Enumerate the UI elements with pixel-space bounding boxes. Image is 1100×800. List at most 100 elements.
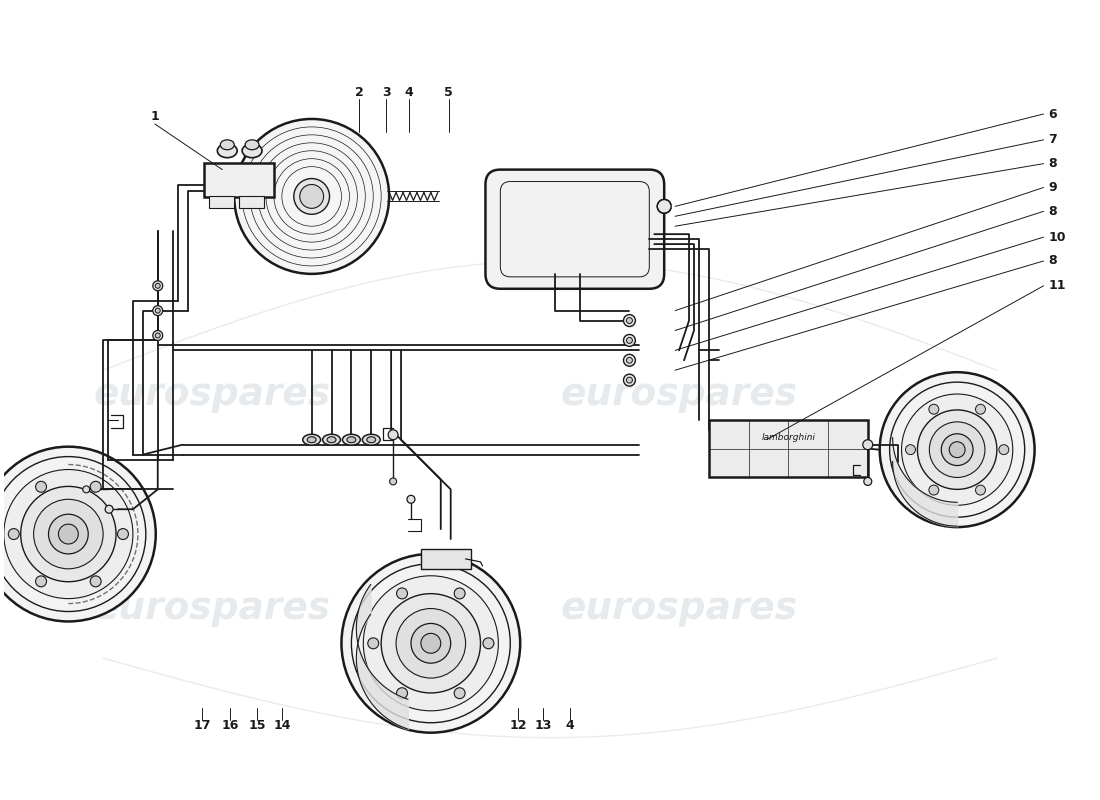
Circle shape	[976, 404, 986, 414]
Circle shape	[58, 524, 78, 544]
Ellipse shape	[346, 437, 356, 442]
Circle shape	[389, 478, 397, 485]
Ellipse shape	[342, 434, 361, 445]
Circle shape	[21, 486, 116, 582]
Text: 8: 8	[1048, 254, 1057, 267]
Text: 2: 2	[355, 86, 364, 98]
Ellipse shape	[302, 434, 320, 445]
Circle shape	[153, 330, 163, 341]
Circle shape	[153, 281, 163, 290]
Bar	[421, 549, 471, 569]
Circle shape	[627, 318, 632, 323]
Circle shape	[118, 529, 129, 539]
Text: 8: 8	[1048, 205, 1057, 218]
Circle shape	[928, 404, 938, 414]
Ellipse shape	[327, 437, 336, 442]
Circle shape	[34, 499, 103, 569]
Circle shape	[341, 554, 520, 733]
Circle shape	[624, 374, 636, 386]
Circle shape	[363, 576, 498, 711]
Circle shape	[624, 354, 636, 366]
Circle shape	[624, 314, 636, 326]
Bar	[209, 197, 234, 208]
Text: 17: 17	[194, 719, 211, 732]
Text: 4: 4	[405, 86, 414, 98]
Circle shape	[930, 422, 984, 478]
Text: eurospares: eurospares	[561, 377, 798, 413]
Circle shape	[905, 445, 915, 454]
Text: 4: 4	[565, 719, 574, 732]
Ellipse shape	[220, 140, 234, 150]
Circle shape	[880, 372, 1035, 527]
Circle shape	[627, 377, 632, 383]
Text: 14: 14	[273, 719, 290, 732]
Circle shape	[382, 594, 481, 693]
Circle shape	[862, 440, 872, 450]
Circle shape	[658, 199, 671, 214]
Circle shape	[9, 529, 19, 539]
Ellipse shape	[307, 437, 316, 442]
Text: 6: 6	[1048, 107, 1057, 121]
Ellipse shape	[242, 144, 262, 158]
Circle shape	[106, 506, 113, 514]
Circle shape	[407, 495, 415, 503]
Ellipse shape	[322, 434, 341, 445]
Circle shape	[3, 470, 133, 598]
Circle shape	[367, 638, 378, 649]
Circle shape	[48, 514, 88, 554]
Circle shape	[153, 306, 163, 315]
Text: 15: 15	[249, 719, 266, 732]
Ellipse shape	[245, 140, 258, 150]
Circle shape	[928, 485, 938, 495]
Circle shape	[90, 482, 101, 492]
Text: 9: 9	[1048, 181, 1057, 194]
Circle shape	[902, 394, 1013, 506]
Text: lamborghini: lamborghini	[761, 434, 815, 442]
Circle shape	[0, 446, 156, 622]
Bar	[239, 197, 264, 208]
Circle shape	[155, 283, 161, 288]
Circle shape	[454, 588, 465, 599]
Circle shape	[299, 185, 323, 208]
FancyBboxPatch shape	[485, 170, 664, 289]
Text: eurospares: eurospares	[561, 590, 798, 626]
Text: 3: 3	[382, 86, 390, 98]
Bar	[205, 162, 274, 198]
Text: 16: 16	[221, 719, 239, 732]
Ellipse shape	[362, 434, 381, 445]
Circle shape	[90, 576, 101, 587]
Bar	[708, 420, 868, 478]
Circle shape	[397, 588, 407, 599]
Circle shape	[999, 445, 1009, 454]
Circle shape	[234, 119, 389, 274]
Circle shape	[388, 430, 398, 440]
Ellipse shape	[366, 437, 376, 442]
Circle shape	[917, 410, 997, 490]
Circle shape	[82, 486, 90, 493]
Circle shape	[411, 623, 451, 663]
Circle shape	[421, 634, 441, 654]
Text: 1: 1	[151, 110, 160, 123]
Text: eurospares: eurospares	[94, 377, 331, 413]
Text: 7: 7	[1048, 134, 1057, 146]
Text: 11: 11	[1048, 279, 1066, 292]
Text: 12: 12	[509, 719, 527, 732]
Text: 5: 5	[444, 86, 453, 98]
Text: 8: 8	[1048, 157, 1057, 170]
Circle shape	[627, 338, 632, 343]
Text: 13: 13	[535, 719, 552, 732]
Circle shape	[155, 333, 161, 338]
Circle shape	[949, 442, 965, 458]
Circle shape	[864, 478, 871, 486]
Circle shape	[155, 308, 161, 313]
Circle shape	[294, 178, 330, 214]
Ellipse shape	[218, 144, 238, 158]
Circle shape	[483, 638, 494, 649]
Circle shape	[624, 334, 636, 346]
Text: 10: 10	[1048, 230, 1066, 244]
Circle shape	[35, 482, 46, 492]
Circle shape	[627, 358, 632, 363]
Circle shape	[397, 688, 407, 698]
Text: eurospares: eurospares	[94, 590, 331, 626]
Circle shape	[35, 576, 46, 587]
